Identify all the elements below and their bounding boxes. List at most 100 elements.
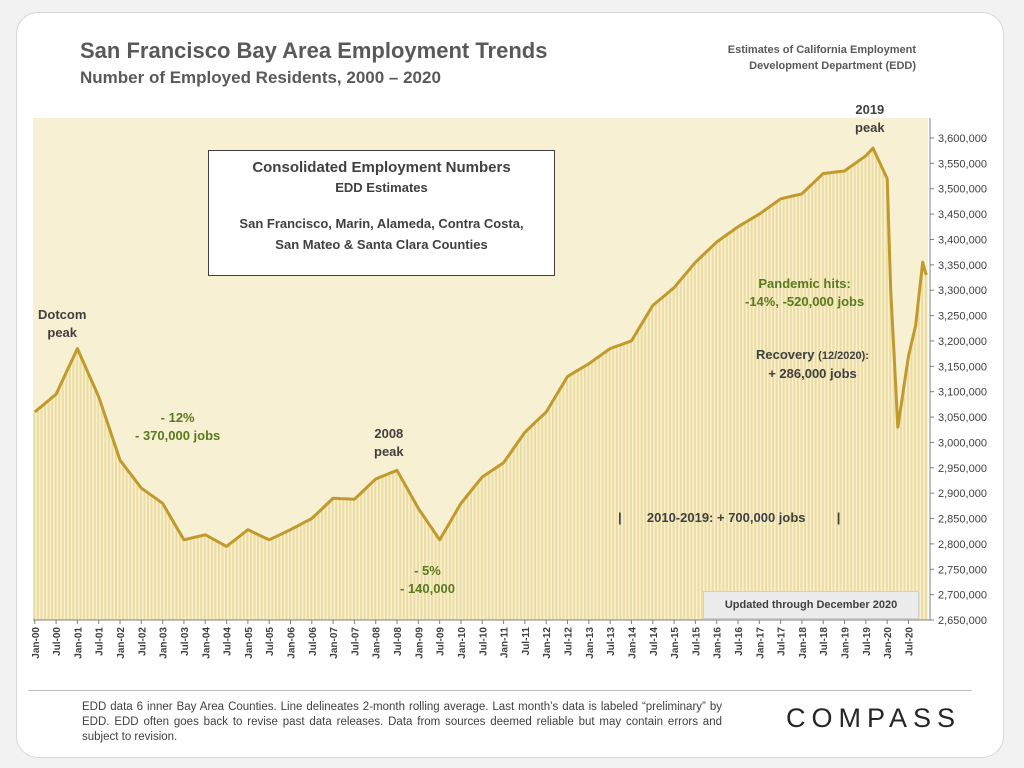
chart-subtitle: Number of Employed Residents, 2000 – 202… bbox=[80, 68, 441, 87]
bar bbox=[796, 194, 799, 620]
growth-label: | 2010-2019: + 700,000 jobs | bbox=[618, 509, 840, 527]
bar bbox=[374, 478, 377, 620]
bar bbox=[328, 501, 331, 620]
bar bbox=[448, 521, 451, 620]
bar bbox=[118, 460, 121, 620]
bar bbox=[715, 242, 718, 620]
bar bbox=[203, 534, 206, 620]
recovery-line-1: Recovery (12/2020): bbox=[756, 346, 869, 365]
recession-drop-label: - 5% - 140,000 bbox=[400, 562, 455, 598]
y-tick-label: 3,100,000 bbox=[938, 387, 987, 399]
bar bbox=[495, 467, 498, 620]
bar bbox=[83, 364, 86, 620]
bar bbox=[569, 374, 572, 620]
bar bbox=[260, 536, 263, 620]
bar bbox=[427, 524, 430, 620]
bar bbox=[107, 428, 110, 620]
bar bbox=[97, 396, 100, 620]
x-tick-label: Jul-19 bbox=[862, 627, 873, 656]
bar bbox=[491, 469, 494, 620]
bar bbox=[267, 539, 270, 620]
y-tick-label: 3,200,000 bbox=[938, 336, 987, 348]
bar bbox=[242, 532, 245, 620]
bar bbox=[814, 180, 817, 620]
bar bbox=[384, 474, 387, 620]
bar bbox=[310, 518, 313, 620]
bar bbox=[637, 329, 640, 620]
bar bbox=[516, 442, 519, 620]
x-tick-label: Jan-00 bbox=[31, 627, 42, 659]
x-tick-label: Jul-13 bbox=[606, 627, 617, 656]
bar bbox=[274, 536, 277, 620]
growth-left-mark: | bbox=[618, 510, 622, 525]
bar bbox=[72, 356, 75, 620]
bar bbox=[104, 417, 107, 620]
bar bbox=[576, 370, 579, 620]
counties-line-2: San Mateo & Santa Clara Counties bbox=[275, 237, 488, 252]
y-tick-label: 2,650,000 bbox=[938, 615, 987, 627]
bar bbox=[558, 388, 561, 620]
bar bbox=[370, 482, 373, 620]
pandemic-label: Pandemic hits: -14%, -520,000 jobs bbox=[745, 275, 864, 311]
bar bbox=[782, 198, 785, 621]
dotcom-peak-line-2: peak bbox=[47, 325, 78, 340]
bar bbox=[445, 527, 448, 620]
x-tick-label: Jan-18 bbox=[798, 627, 809, 659]
x-tick-label: Jul-07 bbox=[350, 627, 361, 656]
bar bbox=[68, 363, 71, 620]
bar bbox=[804, 190, 806, 620]
y-tick-label: 3,450,000 bbox=[938, 209, 987, 221]
bar bbox=[892, 358, 895, 620]
bar bbox=[839, 171, 842, 620]
bar bbox=[828, 172, 831, 621]
bar bbox=[356, 495, 359, 620]
bar bbox=[363, 489, 366, 620]
x-tick-label: Jul-09 bbox=[436, 627, 447, 656]
bar bbox=[530, 425, 533, 620]
bar bbox=[58, 386, 61, 620]
peak-2019-line-1: 2019 bbox=[855, 102, 885, 117]
bar bbox=[921, 262, 924, 620]
bar bbox=[40, 406, 43, 620]
bar bbox=[54, 394, 57, 620]
bar bbox=[484, 474, 487, 620]
bar bbox=[406, 489, 409, 620]
bar bbox=[182, 539, 185, 620]
x-tick-label: Jan-08 bbox=[372, 627, 383, 659]
bar bbox=[210, 538, 213, 620]
x-tick-label: Jan-03 bbox=[159, 627, 170, 659]
bar bbox=[885, 178, 888, 620]
bar bbox=[509, 452, 512, 620]
bar bbox=[235, 538, 238, 620]
bar bbox=[438, 539, 441, 620]
bar bbox=[125, 469, 128, 620]
bar bbox=[303, 522, 306, 620]
peak-2019-line-2: peak bbox=[855, 120, 885, 135]
bar bbox=[644, 317, 647, 620]
bar bbox=[395, 470, 398, 620]
bar bbox=[353, 499, 355, 620]
bar bbox=[875, 155, 878, 620]
bar bbox=[878, 163, 881, 620]
bar bbox=[139, 488, 142, 620]
pandemic-line-1: Pandemic hits: bbox=[758, 276, 851, 291]
bar bbox=[605, 351, 608, 620]
bar bbox=[789, 196, 792, 620]
bar bbox=[825, 173, 828, 620]
bar bbox=[693, 262, 696, 620]
x-tick-label: Jan-09 bbox=[414, 627, 425, 659]
x-tick-label: Jul-03 bbox=[180, 627, 191, 656]
bar bbox=[896, 427, 899, 620]
y-tick-label: 3,500,000 bbox=[938, 184, 987, 196]
bar bbox=[51, 397, 54, 620]
bar bbox=[821, 173, 824, 620]
bar bbox=[733, 229, 735, 620]
x-tick-label: Jan-11 bbox=[500, 627, 511, 659]
x-tick-label: Jul-17 bbox=[777, 627, 788, 656]
bar bbox=[196, 536, 199, 620]
pandemic-line-2: -14%, -520,000 jobs bbox=[745, 294, 865, 309]
bar bbox=[690, 266, 693, 620]
bar bbox=[914, 325, 917, 620]
bar bbox=[388, 473, 391, 620]
bar bbox=[882, 170, 885, 621]
